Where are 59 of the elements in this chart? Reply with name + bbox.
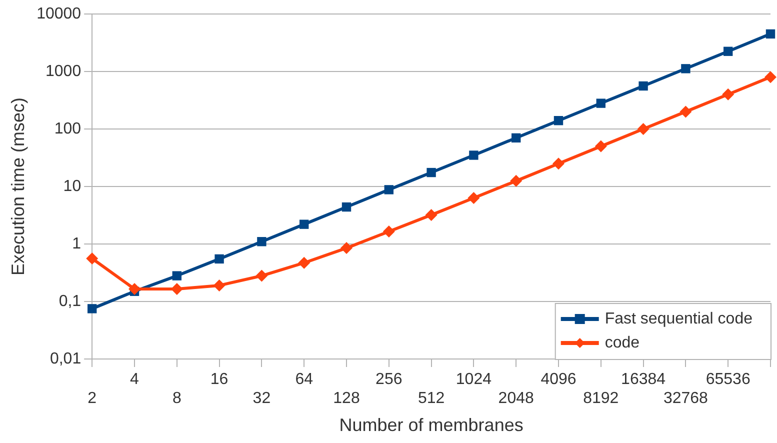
y-tick-label: 0,1	[58, 292, 82, 310]
x-tick-label: 512	[418, 390, 445, 408]
point	[86, 252, 98, 264]
point	[594, 140, 607, 152]
y-axis-title: Execution time (msec)	[8, 97, 28, 276]
point	[257, 237, 266, 246]
x-tick-label: 8	[172, 390, 182, 408]
point	[722, 88, 734, 100]
x-tick-label: 256	[376, 371, 402, 388]
x-tick-label: 1024	[456, 371, 492, 388]
y-tick-label: 1000	[46, 62, 82, 80]
x-tick-label: 16384	[621, 371, 666, 388]
point	[256, 270, 268, 282]
point	[554, 116, 564, 126]
point	[468, 192, 480, 204]
x-tick-label: 16	[210, 371, 228, 388]
x-axis-title: Number of membranes	[339, 415, 524, 436]
point	[172, 271, 182, 280]
point	[340, 242, 352, 254]
point	[680, 106, 692, 118]
point	[425, 208, 438, 221]
x-tick-label: 64	[295, 371, 314, 388]
point	[87, 304, 97, 314]
x-tick-label: 4	[130, 371, 140, 388]
point	[298, 256, 310, 269]
x-tick-label: 2048	[498, 390, 534, 408]
point	[213, 279, 226, 292]
x-tick-label: 4096	[540, 371, 576, 388]
point	[638, 81, 648, 91]
y-tick-label: 10	[63, 178, 82, 195]
legend-label: Fast sequential code	[604, 310, 753, 328]
y-tick-label: 0,01	[50, 350, 82, 368]
point	[764, 71, 776, 84]
legend-label: code	[604, 334, 640, 352]
point	[342, 202, 352, 212]
point	[382, 225, 395, 238]
point	[512, 133, 521, 143]
x-tick-label: 32	[252, 390, 271, 408]
point	[552, 158, 564, 170]
point	[596, 98, 606, 108]
point	[637, 123, 650, 135]
point	[214, 254, 224, 264]
y-tick-label: 10000	[36, 5, 82, 22]
point	[128, 282, 140, 295]
point	[681, 64, 690, 74]
point	[510, 174, 522, 187]
y-tick-label: 100	[54, 120, 82, 138]
point	[384, 185, 394, 194]
x-tick-label: 65536	[706, 371, 750, 388]
x-tick-label: 32768	[663, 390, 708, 408]
point	[300, 220, 309, 229]
point	[724, 46, 733, 56]
y-tick-label: 1	[72, 235, 82, 252]
point	[426, 168, 436, 178]
x-tick-label: 2	[88, 390, 97, 408]
x-tick-label: 8192	[583, 390, 619, 408]
point	[469, 150, 478, 160]
x-tick-label: 128	[333, 390, 360, 408]
point	[766, 29, 776, 39]
